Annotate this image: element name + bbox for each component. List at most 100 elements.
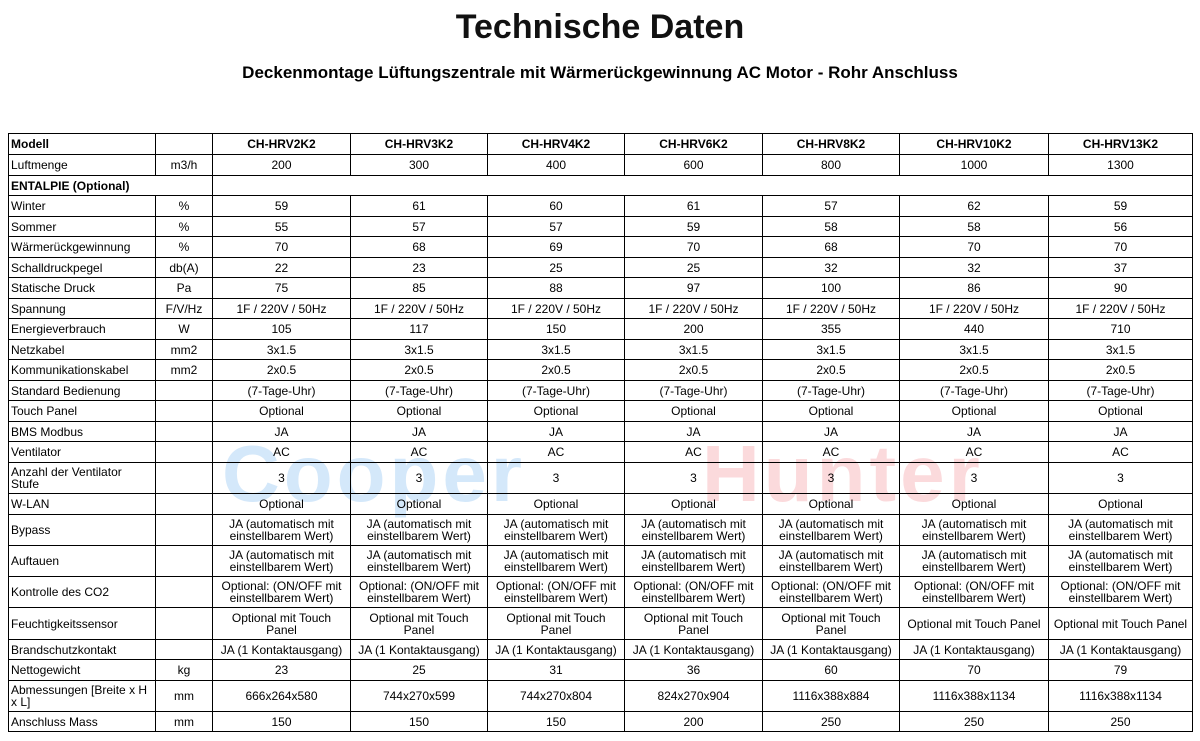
empty-cell: [212, 175, 1193, 196]
value-cell: 1116x388x1134: [899, 680, 1049, 712]
model-header: CH-HRV3K2: [350, 133, 488, 155]
value-cell: 22: [212, 257, 351, 278]
value-cell: 400: [487, 154, 625, 176]
value-cell: 60: [762, 659, 900, 681]
value-cell: 1F / 220V / 50Hz: [350, 298, 488, 319]
model-header: CH-HRV13K2: [1048, 133, 1193, 155]
value-cell: 70: [899, 236, 1049, 258]
value-cell: Optional: [762, 493, 900, 515]
value-cell: 75: [212, 277, 351, 299]
row-label: Ventilator: [8, 441, 156, 463]
value-cell: Optional: (ON/OFF mit einstellbarem Wert…: [899, 576, 1049, 608]
table-row: Brandschutzkontakt JA (1 Kontaktausgang) J…: [8, 639, 1193, 660]
value-cell: (7-Tage-Uhr): [350, 380, 488, 401]
table-row: Anzahl der Ventilator Stufe 3 3 3 3 3 3 3: [8, 462, 1193, 494]
row-label: Winter: [8, 195, 156, 217]
value-cell: Optional mit Touch Panel: [212, 607, 351, 640]
value-cell: JA: [1048, 421, 1193, 442]
value-cell: JA: [350, 421, 488, 442]
value-cell: JA (automatisch mit einstellbarem Wert): [350, 514, 488, 546]
value-cell: 1000: [899, 154, 1049, 176]
value-cell: 70: [1048, 236, 1193, 258]
model-header: CH-HRV2K2: [212, 133, 351, 155]
value-cell: 666x264x580: [212, 680, 351, 712]
value-cell: JA (automatisch mit einstellbarem Wert): [1048, 514, 1193, 546]
unit-cell: mm2: [155, 359, 213, 381]
row-label: Luftmenge: [8, 154, 156, 176]
value-cell: AC: [350, 441, 488, 463]
value-cell: 25: [487, 257, 625, 278]
value-cell: 150: [487, 318, 625, 340]
value-cell: 710: [1048, 318, 1193, 340]
value-cell: 60: [487, 195, 625, 217]
value-cell: Optional: [212, 493, 351, 515]
value-cell: (7-Tage-Uhr): [212, 380, 351, 401]
value-cell: 1F / 220V / 50Hz: [624, 298, 763, 319]
value-cell: 57: [762, 195, 900, 217]
value-cell: Optional: [212, 400, 351, 422]
title: Technische Daten: [455, 8, 745, 46]
row-label: Bypass: [8, 514, 156, 546]
header-cell: [155, 133, 213, 155]
value-cell: Optional mit Touch Panel: [762, 607, 900, 640]
model-header: CH-HRV8K2: [762, 133, 900, 155]
value-cell: Optional: (ON/OFF mit einstellbarem Wert…: [487, 576, 625, 608]
row-label: Auftauen: [8, 545, 156, 577]
value-cell: 200: [212, 154, 351, 176]
value-cell: 36: [624, 659, 763, 681]
value-cell: 3: [350, 462, 488, 494]
value-cell: AC: [624, 441, 763, 463]
value-cell: 2x0.5: [762, 359, 900, 381]
value-cell: 25: [350, 659, 488, 681]
value-cell: JA (automatisch mit einstellbarem Wert): [624, 514, 763, 546]
table-row: Statische Druck Pa 75 85 88 97 100 86 90: [8, 277, 1193, 299]
value-cell: AC: [1048, 441, 1193, 463]
value-cell: 3: [899, 462, 1049, 494]
value-cell: 58: [899, 216, 1049, 237]
value-cell: Optional: [487, 400, 625, 422]
header-cell: Modell: [8, 133, 156, 155]
value-cell: Optional: [1048, 400, 1193, 422]
value-cell: 200: [624, 711, 763, 732]
value-cell: JA (automatisch mit einstellbarem Wert): [624, 545, 763, 577]
value-cell: 250: [762, 711, 900, 732]
value-cell: 86: [899, 277, 1049, 299]
unit-cell: [155, 493, 213, 515]
value-cell: 3: [212, 462, 351, 494]
value-cell: 3x1.5: [487, 339, 625, 360]
value-cell: (7-Tage-Uhr): [762, 380, 900, 401]
table-row: Netzkabel mm2 3x1.5 3x1.5 3x1.5 3x1.5 3x1.5 3x1…: [8, 339, 1193, 360]
value-cell: 2x0.5: [487, 359, 625, 381]
unit-cell: m3/h: [155, 154, 213, 176]
value-cell: JA (1 Kontaktausgang): [624, 639, 763, 660]
value-cell: 88: [487, 277, 625, 299]
value-cell: 90: [1048, 277, 1193, 299]
value-cell: JA: [487, 421, 625, 442]
value-cell: JA (1 Kontaktausgang): [487, 639, 625, 660]
value-cell: 1F / 220V / 50Hz: [899, 298, 1049, 319]
row-label: Brandschutzkontakt: [8, 639, 156, 660]
row-label: Wärmerückgewinnung: [8, 236, 156, 258]
value-cell: Optional: [1048, 493, 1193, 515]
value-cell: 2x0.5: [350, 359, 488, 381]
table-row: Wärmerückgewinnung% 70 68 69 70 68 70 70: [8, 236, 1193, 258]
value-cell: Optional: [487, 493, 625, 515]
row-label: Feuchtigkeitssensor: [8, 607, 156, 640]
value-cell: Optional: (ON/OFF mit einstellbarem Wert…: [624, 576, 763, 608]
value-cell: Optional: [624, 400, 763, 422]
value-cell: JA (1 Kontaktausgang): [899, 639, 1049, 660]
value-cell: (7-Tage-Uhr): [899, 380, 1049, 401]
unit-cell: [155, 514, 213, 546]
unit-cell: db(A): [155, 257, 213, 278]
value-cell: 100: [762, 277, 900, 299]
value-cell: (7-Tage-Uhr): [624, 380, 763, 401]
table-row: Ventilator AC AC AC AC AC AC AC: [8, 441, 1193, 463]
table-row: BMS Modbus JA JA JA JA JA JA JA: [8, 421, 1193, 442]
value-cell: Optional: [899, 493, 1049, 515]
value-cell: JA (automatisch mit einstellbarem Wert): [899, 545, 1049, 577]
unit-cell: [155, 607, 213, 640]
table-row: Bypass JA (automatisch mit einstellbarem …: [8, 514, 1193, 546]
unit-cell: [155, 441, 213, 463]
value-cell: 57: [350, 216, 488, 237]
unit-cell: [155, 400, 213, 422]
